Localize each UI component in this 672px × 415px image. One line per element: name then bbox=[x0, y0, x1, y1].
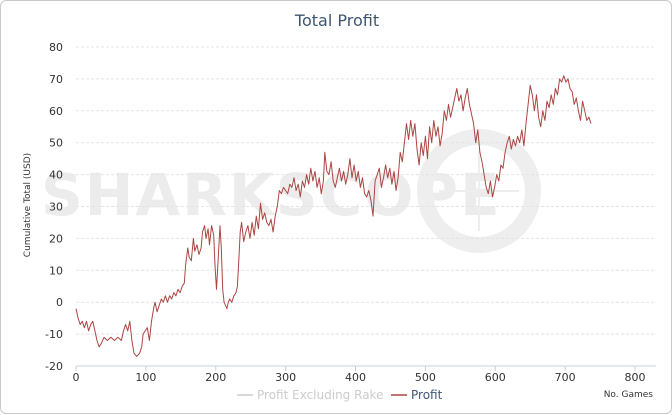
x-tick-label: 800 bbox=[625, 371, 646, 384]
y-tick-label: 0 bbox=[56, 296, 63, 309]
y-tick-label: 70 bbox=[49, 73, 63, 86]
x-tick-label: 0 bbox=[73, 371, 80, 384]
y-tick-label: 30 bbox=[49, 201, 63, 214]
x-tick-label: 700 bbox=[555, 371, 576, 384]
y-axis-label: Cumulative Total (USD) bbox=[23, 153, 33, 257]
x-tick-label: 200 bbox=[205, 371, 226, 384]
y-tick-label: 80 bbox=[49, 41, 63, 54]
legend-item[interactable]: Profit Excluding Rake bbox=[237, 388, 383, 402]
x-axis-ticks: 0 100 200 300 400 500 600 700 800 bbox=[73, 366, 646, 384]
y-tick-label: 40 bbox=[49, 169, 63, 182]
series-group bbox=[75, 75, 592, 357]
y-tick-label: 60 bbox=[49, 105, 63, 118]
legend-label: Profit Excluding Rake bbox=[257, 388, 383, 402]
y-tick-label: -10 bbox=[45, 328, 63, 341]
legend-item[interactable]: Profit bbox=[391, 388, 443, 402]
y-tick-label: 10 bbox=[49, 264, 63, 277]
x-tick-label: 600 bbox=[485, 371, 506, 384]
x-tick-label: 500 bbox=[415, 371, 436, 384]
series-line-profit bbox=[75, 75, 592, 357]
gridlines bbox=[76, 46, 656, 367]
y-tick-label: 50 bbox=[49, 137, 63, 150]
legend-label: Profit bbox=[411, 388, 443, 402]
legend: Profit Excluding Rake Profit bbox=[237, 388, 443, 402]
x-tick-label: 300 bbox=[275, 371, 296, 384]
x-tick-label: 400 bbox=[345, 371, 366, 384]
y-axis-ticks: -20 -10 0 10 20 30 40 50 60 70 80 bbox=[45, 41, 63, 373]
y-tick-label: -20 bbox=[45, 360, 63, 373]
x-axis-label: No. Games bbox=[604, 390, 654, 400]
x-tick-label: 100 bbox=[135, 371, 156, 384]
chart-title: Total Profit bbox=[294, 11, 379, 30]
y-tick-label: 20 bbox=[49, 232, 63, 245]
watermark-ring bbox=[417, 129, 541, 253]
